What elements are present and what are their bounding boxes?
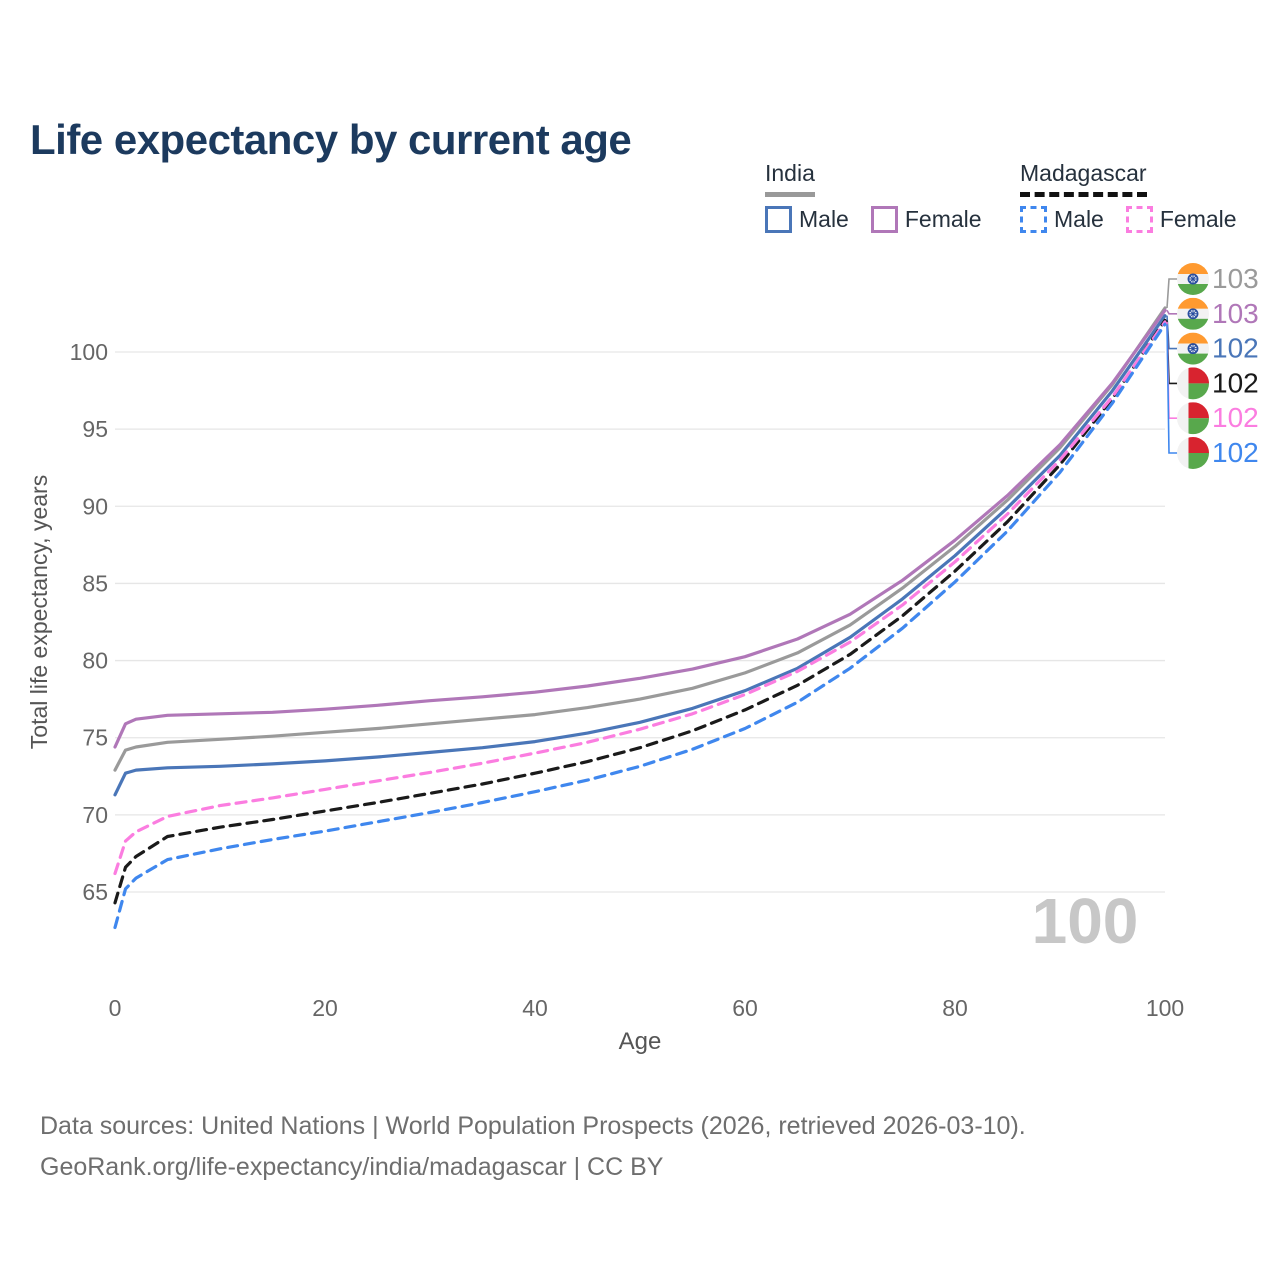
chart-text: 40 — [522, 995, 548, 1021]
end-label-connector — [1166, 315, 1178, 350]
gridlines — [115, 351, 1165, 893]
footer: Data sources: United Nations | World Pop… — [40, 1106, 1026, 1188]
chart-text: 95 — [82, 416, 108, 442]
series-lines — [113, 306, 1167, 930]
legend-group-india: India Male Female — [765, 160, 1004, 233]
series-line-1[interactable] — [113, 308, 1167, 749]
india-flag-icon — [1177, 297, 1209, 330]
legend-country-madagascar[interactable]: Madagascar — [1020, 160, 1147, 197]
india-flag-icon — [1177, 263, 1209, 295]
chart-text: 75 — [82, 725, 108, 751]
footer-attribution: GeoRank.org/life-expectancy/india/madaga… — [40, 1153, 664, 1181]
legend: India Male Female Madagascar Male Female — [0, 160, 1280, 240]
madagascar-female-swatch-icon — [1125, 206, 1153, 233]
series-line-2[interactable] — [113, 314, 1167, 797]
chart-svg: 100 65 70 75 80 85 90 95 100 0 20 40 60 80 100 Total li… — [26, 263, 1259, 1055]
page-title: Life expectancy by current age — [30, 116, 632, 164]
chart-text: 20 — [312, 995, 338, 1021]
series-line-3[interactable] — [113, 318, 1167, 905]
series-line-5[interactable] — [113, 322, 1167, 930]
line-chart: 100 65 70 75 80 85 90 95 100 0 20 40 60 80 100 Total li… — [26, 263, 1259, 1055]
end-label-value: 102 — [1212, 402, 1259, 433]
end-label-value: 102 — [1212, 437, 1259, 468]
chart-text: 70 — [82, 802, 108, 828]
legend-country-india[interactable]: India — [765, 160, 815, 197]
footer-data-sources: Data sources: United Nations | World Pop… — [40, 1112, 1026, 1140]
chart-text: 60 — [732, 995, 758, 1021]
series-line-4[interactable] — [113, 320, 1167, 876]
end-label-value: 102 — [1212, 367, 1259, 398]
legend-item-madagascar-male[interactable]: Male — [1020, 206, 1104, 233]
chart-text: 100 — [70, 339, 108, 365]
legend-group-madagascar: Madagascar Male Female — [1020, 160, 1259, 233]
chart-text: 80 — [82, 648, 108, 674]
legend-label: Male — [799, 206, 849, 232]
watermark-age-indicator: 100 — [1032, 885, 1139, 957]
chart-text: 80 — [942, 995, 968, 1021]
chart-text: 90 — [82, 493, 108, 519]
y-axis-title: Total life expectancy, years — [26, 475, 52, 749]
india-flag-icon — [1177, 332, 1209, 365]
legend-label: Female — [904, 206, 982, 232]
chart-text: 85 — [82, 570, 108, 596]
india-male-swatch-icon — [765, 206, 792, 233]
end-label-value: 103 — [1212, 263, 1259, 294]
end-label-value: 102 — [1212, 333, 1259, 364]
madagascar-flag-icon — [1177, 402, 1209, 435]
legend-item-madagascar-female[interactable]: Female — [1125, 206, 1237, 233]
end-label-connector — [1166, 278, 1178, 309]
x-axis-title: Age — [619, 1028, 662, 1055]
x-axis-ticks: 0 20 40 60 80 100 — [109, 995, 1185, 1021]
legend-item-india-male[interactable]: Male — [765, 206, 849, 233]
chart-text: 0 — [109, 995, 122, 1021]
end-label-connector — [1166, 309, 1178, 315]
madagascar-flag-icon — [1177, 437, 1209, 469]
y-axis-ticks: 65 70 75 80 85 90 95 100 — [70, 339, 108, 905]
chart-text: 65 — [82, 879, 108, 905]
legend-label: Female — [1159, 206, 1237, 232]
madagascar-male-swatch-icon — [1020, 206, 1047, 233]
end-label-connector — [1166, 324, 1178, 454]
legend-label: Male — [1054, 206, 1104, 232]
end-label-value: 103 — [1212, 298, 1259, 329]
legend-item-india-female[interactable]: Female — [870, 206, 982, 233]
series-line-0[interactable] — [113, 306, 1167, 772]
chart-text: 100 — [1146, 995, 1184, 1021]
madagascar-flag-icon — [1177, 367, 1209, 400]
india-female-swatch-icon — [870, 206, 898, 233]
